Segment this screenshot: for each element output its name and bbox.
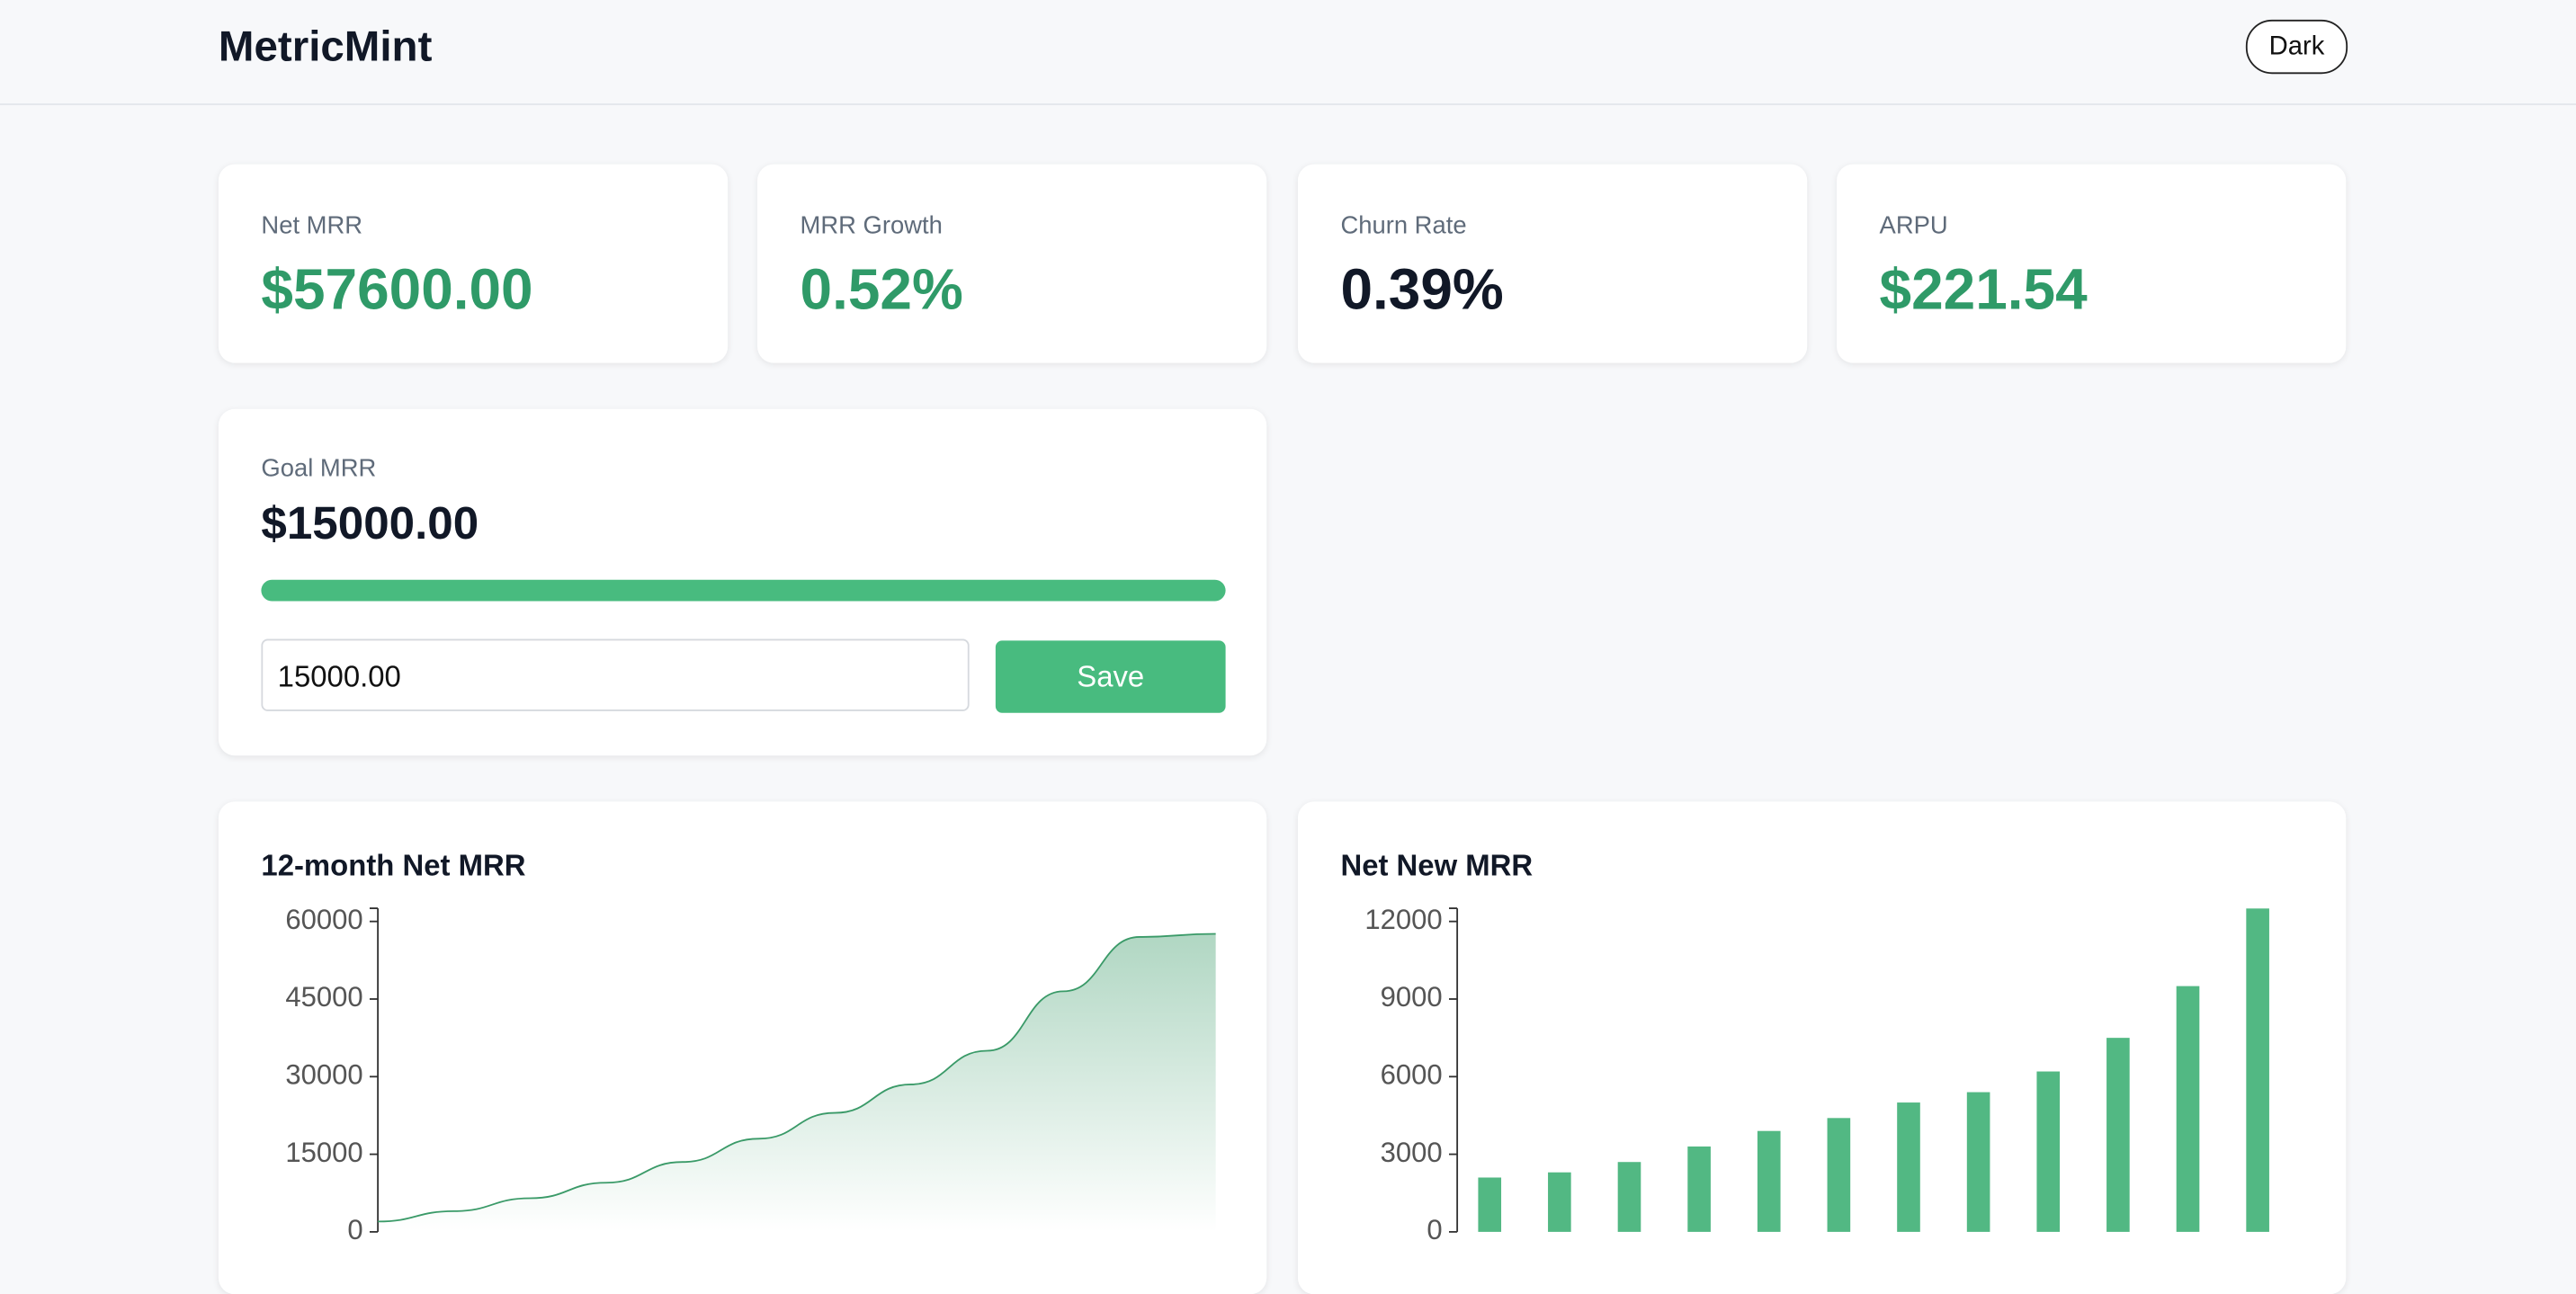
bar — [2176, 986, 2200, 1232]
y-tick-label: 60000 — [285, 904, 362, 935]
y-tick-label: 45000 — [285, 981, 362, 1013]
y-tick-label: 12000 — [1364, 904, 1442, 935]
kpi-label: Net MRR — [261, 211, 363, 240]
save-button[interactable]: Save — [995, 640, 1226, 713]
kpi-value: $57600.00 — [261, 257, 533, 323]
y-tick-label: 3000 — [1381, 1137, 1443, 1168]
goal-value: $15000.00 — [261, 497, 479, 549]
goal-input[interactable]: 15000.00 — [261, 638, 970, 711]
header: MetricMint Dark — [0, 0, 2576, 105]
y-tick-label: 30000 — [285, 1058, 362, 1090]
page: MetricMint Dark Goal MRR $15000.00 15000… — [0, 0, 2576, 1246]
kpi-value: 0.39% — [1340, 257, 1504, 323]
progress-bar — [261, 579, 1226, 602]
kpi-label: Churn Rate — [1340, 211, 1467, 240]
bar — [1897, 1102, 1920, 1232]
bar — [1757, 1130, 1781, 1232]
bar — [1687, 1146, 1711, 1232]
bar — [1617, 1162, 1641, 1232]
kpi-card: Net MRR $57600.00 — [218, 164, 729, 363]
y-tick-label: 15000 — [285, 1137, 362, 1168]
app: MetricMint Dark Goal MRR $15000.00 15000… — [0, 0, 2576, 1246]
bar — [1548, 1172, 1571, 1232]
area — [378, 933, 1216, 1232]
bar — [1478, 1177, 1502, 1232]
chart: 0 15000 30000 45000 60000 — [285, 904, 1216, 1245]
bar — [2036, 1071, 2061, 1232]
kpi-card: ARPU $221.54 — [1837, 164, 2347, 363]
bar — [1827, 1118, 1851, 1232]
theme-button[interactable]: Dark — [2245, 19, 2348, 75]
chart-title: 12-month Net MRR — [261, 849, 526, 882]
bar — [1966, 1092, 1990, 1232]
chart: 0 3000 6000 9000 12000 — [1364, 904, 2269, 1245]
kpi-label: MRR Growth — [800, 211, 943, 240]
bar — [2246, 908, 2269, 1232]
y-tick-label: 0 — [1427, 1214, 1442, 1245]
chart-card: 12-month Net MRR 0 15000 30000 45000 60000 — [218, 801, 1267, 1294]
goal-card: Goal MRR $15000.00 15000.00 Save — [218, 408, 1267, 756]
bar — [2106, 1038, 2130, 1232]
goal-label: Goal MRR — [261, 454, 377, 484]
kpi-card: MRR Growth 0.52% — [757, 164, 1267, 363]
y-tick-label: 0 — [347, 1214, 362, 1245]
chart-card: Net New MRR 0 3000 6000 9000 12000 — [1297, 801, 2347, 1294]
kpi-value: 0.52% — [800, 257, 963, 323]
y-tick-label: 9000 — [1381, 981, 1443, 1013]
y-tick-label: 6000 — [1381, 1058, 1443, 1090]
kpi-card: Churn Rate 0.39% — [1297, 164, 1808, 363]
kpi-value: $221.54 — [1879, 257, 2088, 323]
brand: MetricMint — [218, 21, 433, 71]
chart-title: Net New MRR — [1340, 849, 1534, 882]
kpi-label: ARPU — [1879, 211, 1948, 240]
